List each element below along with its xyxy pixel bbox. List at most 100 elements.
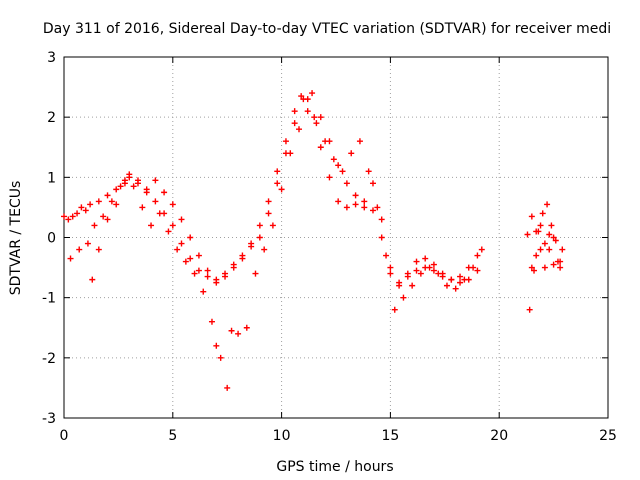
data-point [311, 114, 318, 121]
data-point [552, 237, 559, 244]
data-point [239, 255, 246, 262]
data-point [470, 264, 477, 271]
data-point [365, 168, 372, 175]
data-point [187, 255, 194, 262]
data-point [546, 246, 553, 253]
data-point [524, 231, 531, 238]
series-track-b [65, 90, 481, 289]
data-point [528, 213, 535, 220]
data-point [278, 186, 285, 193]
data-point [187, 234, 194, 241]
data-point [550, 261, 557, 268]
data-point [383, 252, 390, 259]
data-point [134, 180, 141, 187]
data-point [274, 180, 281, 187]
data-point [544, 201, 551, 208]
data-point [296, 126, 303, 133]
data-point [474, 252, 481, 259]
y-tick-label: 0 [47, 231, 56, 247]
data-point [317, 114, 324, 121]
x-tick-labels: 0 5 10 15 20 25 [60, 428, 617, 444]
data-point [339, 168, 346, 175]
data-point [541, 240, 548, 247]
data-point [200, 288, 207, 295]
data-point [378, 234, 385, 241]
data-point [169, 222, 176, 229]
data-point [61, 213, 67, 220]
data-point [169, 201, 176, 208]
data-point [533, 252, 540, 259]
data-point [89, 276, 96, 283]
data-point [478, 246, 485, 253]
data-point [343, 180, 350, 187]
data-point [161, 189, 168, 196]
series-track-e [528, 234, 566, 271]
data-point [213, 279, 220, 286]
data-point [413, 258, 420, 265]
x-axis-label: GPS time / hours [276, 459, 393, 475]
data-point [457, 279, 464, 286]
data-point [204, 267, 211, 274]
data-point [422, 255, 429, 262]
data-point [104, 192, 111, 199]
data-point [374, 204, 381, 211]
data-point [78, 204, 85, 211]
data-point [317, 144, 324, 151]
data-point [426, 264, 433, 271]
data-point [430, 261, 437, 268]
data-point [313, 120, 320, 127]
data-point [417, 270, 424, 277]
y-tick-label: -1 [42, 291, 56, 307]
data-point [95, 246, 102, 253]
data-point [76, 246, 83, 253]
data-point [400, 294, 407, 301]
data-point [443, 282, 450, 289]
data-point [156, 210, 163, 217]
data-point [528, 264, 535, 271]
data-point [121, 180, 128, 187]
data-point [533, 228, 540, 235]
data-point [559, 246, 566, 253]
data-point [335, 162, 342, 169]
data-point [195, 252, 202, 259]
data-point [113, 201, 120, 208]
data-point [274, 168, 281, 175]
data-point [82, 207, 89, 214]
data-point [531, 267, 538, 274]
data-point [204, 273, 211, 280]
data-point [217, 354, 224, 361]
data-point [84, 240, 91, 247]
chart-title: Day 311 of 2016, Sidereal Day-to-day VTE… [43, 21, 611, 37]
data-point [335, 198, 342, 205]
data-point [291, 120, 298, 127]
data-point [256, 234, 263, 241]
data-point [352, 192, 359, 199]
x-tick-label: 5 [168, 428, 177, 444]
data-point [348, 150, 355, 157]
data-point [387, 270, 394, 277]
data-point [165, 228, 172, 235]
data-point [448, 276, 455, 283]
data-point [548, 222, 555, 229]
data-point [178, 216, 185, 223]
y-tick-label: -2 [42, 351, 56, 367]
data-point [182, 258, 189, 265]
series-track-c [67, 108, 485, 391]
data-point [539, 210, 546, 217]
y-tick-label: 1 [47, 170, 56, 186]
data-point [343, 204, 350, 211]
data-point [152, 177, 159, 184]
data-point [330, 156, 337, 163]
grid [64, 57, 608, 418]
data-point [69, 213, 76, 220]
data-point [404, 270, 411, 277]
data-point [95, 198, 102, 205]
data-point [256, 222, 263, 229]
data-point [148, 222, 155, 229]
series-track-f [524, 213, 564, 271]
data-point [252, 270, 259, 277]
y-tick-label: 3 [47, 50, 56, 66]
data-point [174, 246, 181, 253]
data-point [235, 330, 242, 337]
y-tick-label: 2 [47, 110, 56, 126]
